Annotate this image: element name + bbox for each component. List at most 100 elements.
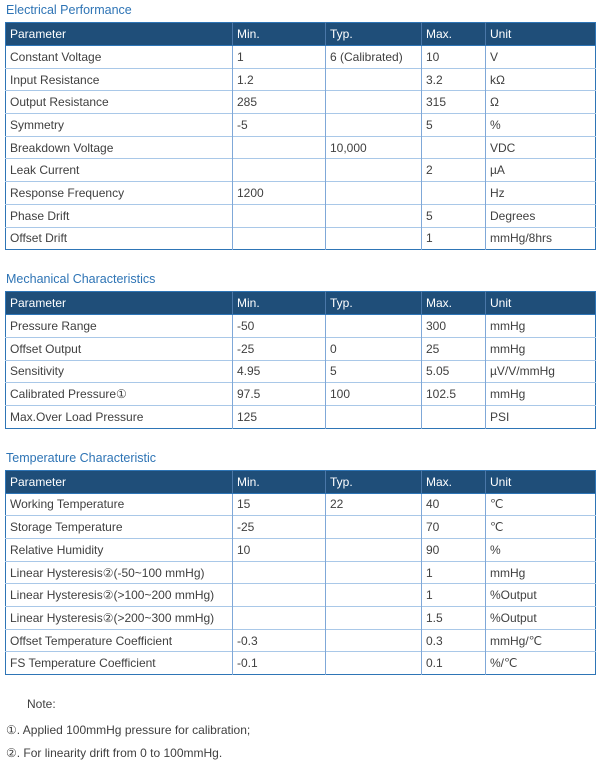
table-row: Leak Current 2 µA [5, 158, 596, 182]
parameter-cell: Working Temperature [10, 497, 125, 512]
value-cell [325, 67, 422, 91]
value-cell [325, 538, 422, 562]
value-cell: 100 [325, 382, 422, 406]
value-cell: 1.5 [421, 606, 486, 630]
value-cell: %/℃ [485, 651, 596, 675]
value-cell [325, 314, 422, 338]
value-cell: -50 [232, 314, 326, 338]
column-header: Unit [485, 470, 596, 494]
value-cell: 5 [421, 203, 486, 227]
value-cell: PSI [485, 404, 596, 429]
note-items: ①. Applied 100mmHg pressure for calibrat… [5, 719, 595, 765]
value-cell [325, 583, 422, 607]
value-cell: kΩ [485, 67, 596, 91]
value-cell: -0.1 [232, 651, 326, 675]
column-header: Typ. [325, 22, 422, 46]
table-row: Phase Drift 5 Degrees [5, 203, 596, 227]
value-cell: -25 [232, 515, 326, 539]
value-cell: 5 [325, 359, 422, 383]
table-row: Sensitivity 4.95 5 5.05 µV/V/mmHg [5, 359, 596, 383]
note-item: ②. For linearity drift from 0 to 100mmHg… [6, 746, 223, 761]
parameter-cell: Max.Over Load Pressure [5, 404, 233, 429]
spec-section: Electrical Performance Parameter Min. Typ. M… [5, 2, 596, 251]
value-cell: Ω [485, 90, 596, 114]
table-row: Working Temperature 15 22 40 ℃ [6, 493, 596, 516]
column-header: Max. [421, 291, 486, 316]
value-cell: 6 (Calibrated) [325, 45, 422, 69]
value-cell [325, 181, 422, 205]
value-cell [325, 158, 422, 182]
value-cell: 97.5 [232, 382, 326, 406]
value-cell: 90 [421, 538, 486, 562]
value-cell [232, 226, 326, 250]
value-cell: %Output [485, 583, 596, 607]
parameter-cell: Sensitivity [5, 359, 233, 383]
table-row: Storage Temperature -25 70 ℃ [5, 515, 596, 539]
table-row: Calibrated Pressure① 97.5 100 102.5 mmHg [5, 382, 596, 406]
table-row: Input Resistance 1.2 3.2 kΩ [5, 67, 596, 91]
value-cell [232, 203, 326, 227]
column-header: Parameter [5, 470, 233, 494]
value-cell: mmHg [485, 560, 596, 584]
value-cell: Hz [485, 181, 596, 205]
value-cell: % [485, 538, 596, 562]
parameter-cell: Calibrated Pressure① [5, 382, 233, 406]
column-header: Unit [485, 22, 596, 46]
parameter-cell: Relative Humidity [5, 538, 233, 562]
parameter-cell: Leak Current [5, 158, 233, 182]
value-cell: VDC [485, 135, 596, 159]
value-cell [325, 404, 422, 429]
value-cell: mmHg [485, 382, 596, 406]
value-cell [232, 560, 326, 584]
table-row: Linear Hysteresis②(>100~200 mmHg) 1 %Outpu… [5, 583, 596, 607]
value-cell: mmHg [485, 336, 596, 361]
column-header: Typ. [325, 291, 422, 316]
table-row: Symmetry -5 5% [5, 113, 596, 137]
table-row: Linear Hysteresis②(>200~300 mmHg) 1.5 %Out… [5, 606, 596, 630]
value-cell: %Output [485, 606, 596, 630]
value-cell [232, 135, 326, 159]
spec-tables-container: Electrical Performance Parameter Min. Typ. M… [5, 2, 596, 676]
parameter-cell: Offset Output [5, 336, 233, 361]
spec-section: Mechanical Characteristics Parameter Min. T… [5, 271, 596, 429]
value-cell: 25 [421, 336, 486, 361]
note-section: Note: ①. Applied 100mmHg pressure for ca… [5, 696, 595, 765]
value-cell [325, 90, 422, 114]
table-row: Linear Hysteresis②(-50~100 mmHg) 1 mmHg [5, 560, 596, 584]
value-cell: Degrees [485, 203, 596, 227]
column-header: Min. [232, 291, 326, 316]
table-row: Offset Output -25 0 25 mmHg [5, 336, 596, 361]
value-cell: 1 [421, 226, 486, 250]
header-row: Parameter Min. Typ. Max. Unit [5, 22, 596, 46]
note-title: Note: [27, 697, 56, 712]
value-cell [232, 158, 326, 182]
note-item: ①. Applied 100mmHg pressure for calibrat… [6, 723, 251, 738]
value-cell [325, 203, 422, 227]
value-cell: 125 [232, 404, 326, 429]
spec-table: Parameter Min. Typ. Max. Unit Working Tempera… [5, 469, 596, 676]
value-cell: 1200 [232, 181, 326, 205]
parameter-cell: FS Temperature Coefficient [5, 651, 233, 675]
value-cell: 315 [421, 90, 486, 114]
table-row: Constant Voltage 1 6 (Calibrated) 10 V [6, 45, 596, 69]
value-cell: 4.95 [232, 359, 326, 383]
value-cell: 22 [325, 493, 422, 516]
value-cell [325, 560, 422, 584]
value-cell: 3.2 [421, 67, 486, 91]
value-cell: 102.5 [421, 382, 486, 406]
value-cell: 1 [421, 560, 486, 584]
value-cell: 40 [421, 493, 486, 516]
parameter-cell: Linear Hysteresis②(-50~100 mmHg) [5, 560, 233, 584]
value-cell: 10,000 [325, 135, 422, 159]
value-cell [232, 606, 326, 630]
value-cell: -0.3 [232, 628, 326, 652]
value-cell [421, 135, 486, 159]
table-row: Breakdown Voltage 10,000 VDC [5, 135, 596, 159]
value-cell: 10 [232, 538, 326, 562]
table-row: Max.Over Load Pressure 125 PSI [5, 404, 596, 429]
column-header: Unit [485, 291, 596, 316]
value-cell [325, 651, 422, 675]
value-cell: 5 [421, 113, 486, 137]
value-cell: -25 [232, 336, 326, 361]
